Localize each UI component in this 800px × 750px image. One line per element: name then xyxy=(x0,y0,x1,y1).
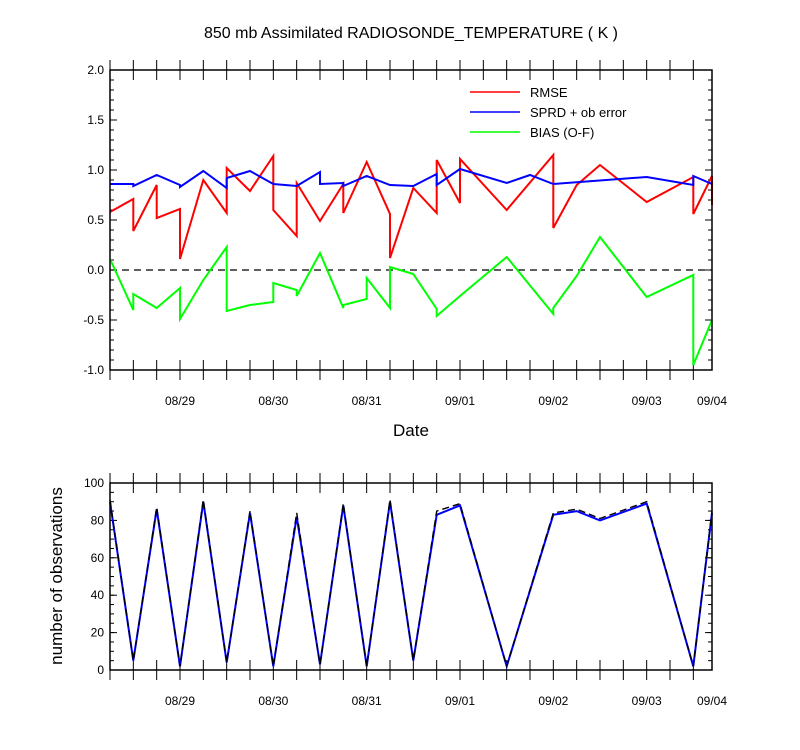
bottom-series xyxy=(109,499,713,670)
bottom-plot-frame xyxy=(109,482,713,671)
x-tick-label: 09/01 xyxy=(445,694,475,708)
y-tick-label: 0 xyxy=(97,663,104,677)
top-chart: 850 mb Assimilated RADIOSONDE_TEMPERATUR… xyxy=(83,25,727,440)
x-tick-label: 09/04 xyxy=(697,394,727,408)
series-line-bias-o-f xyxy=(109,235,713,366)
x-tick-label: 09/02 xyxy=(538,394,568,408)
y-tick-label: 2.0 xyxy=(87,63,104,77)
x-tick-label: 09/04 xyxy=(697,694,727,708)
y-tick-label: 0.0 xyxy=(87,263,104,277)
x-tick-label: 08/31 xyxy=(352,694,382,708)
x-tick-label: 09/01 xyxy=(445,394,475,408)
series-line-obs-possible xyxy=(109,499,713,669)
top-series xyxy=(109,152,713,366)
chart-title: 850 mb Assimilated RADIOSONDE_TEMPERATUR… xyxy=(204,25,618,42)
y-tick-label: 1.5 xyxy=(87,113,104,127)
series-line-obs-used xyxy=(109,501,713,670)
x-tick-label: 08/29 xyxy=(165,694,195,708)
top-axes: -1.0 -0.5 0.0 0.5 1.0 1.5 2.0 08/29 08/30 08/31 09… xyxy=(83,60,727,408)
y-tick-label: -1.0 xyxy=(83,363,104,377)
y-tick-label: 80 xyxy=(91,513,105,527)
series-line-sprd-ob-error xyxy=(110,167,713,190)
top-plot-frame xyxy=(109,69,713,371)
x-tick-label: 08/30 xyxy=(258,394,288,408)
y-tick-label: 40 xyxy=(91,588,105,602)
y-tick-label: 0.5 xyxy=(87,213,104,227)
y-tick-label: 100 xyxy=(84,476,104,490)
y-tick-label: 20 xyxy=(91,626,105,640)
x-axis-title: Date xyxy=(393,421,429,440)
x-tick-label: 09/03 xyxy=(632,394,662,408)
x-tick-label: 09/02 xyxy=(538,694,568,708)
y-tick-label: -0.5 xyxy=(83,313,104,327)
series-line-rmse xyxy=(109,152,713,260)
legend-label: RMSE xyxy=(530,85,568,100)
legend-label: SPRD + ob error xyxy=(530,105,627,120)
bottom-chart: 0 20 40 60 80 100 08/29 08/30 08/31 09/01 09/02 09/… xyxy=(47,473,727,708)
x-tick-label: 08/31 xyxy=(352,394,382,408)
x-tick-label: 08/30 xyxy=(258,694,288,708)
y-tick-label: 60 xyxy=(91,551,105,565)
y-axis-title: number of observations xyxy=(47,487,66,665)
x-tick-label: 09/03 xyxy=(632,694,662,708)
legend: RMSE SPRD + ob error BIAS (O-F) xyxy=(470,85,627,140)
x-tick-label: 08/29 xyxy=(165,394,195,408)
y-tick-label: 1.0 xyxy=(87,163,104,177)
legend-label: BIAS (O-F) xyxy=(530,125,594,140)
